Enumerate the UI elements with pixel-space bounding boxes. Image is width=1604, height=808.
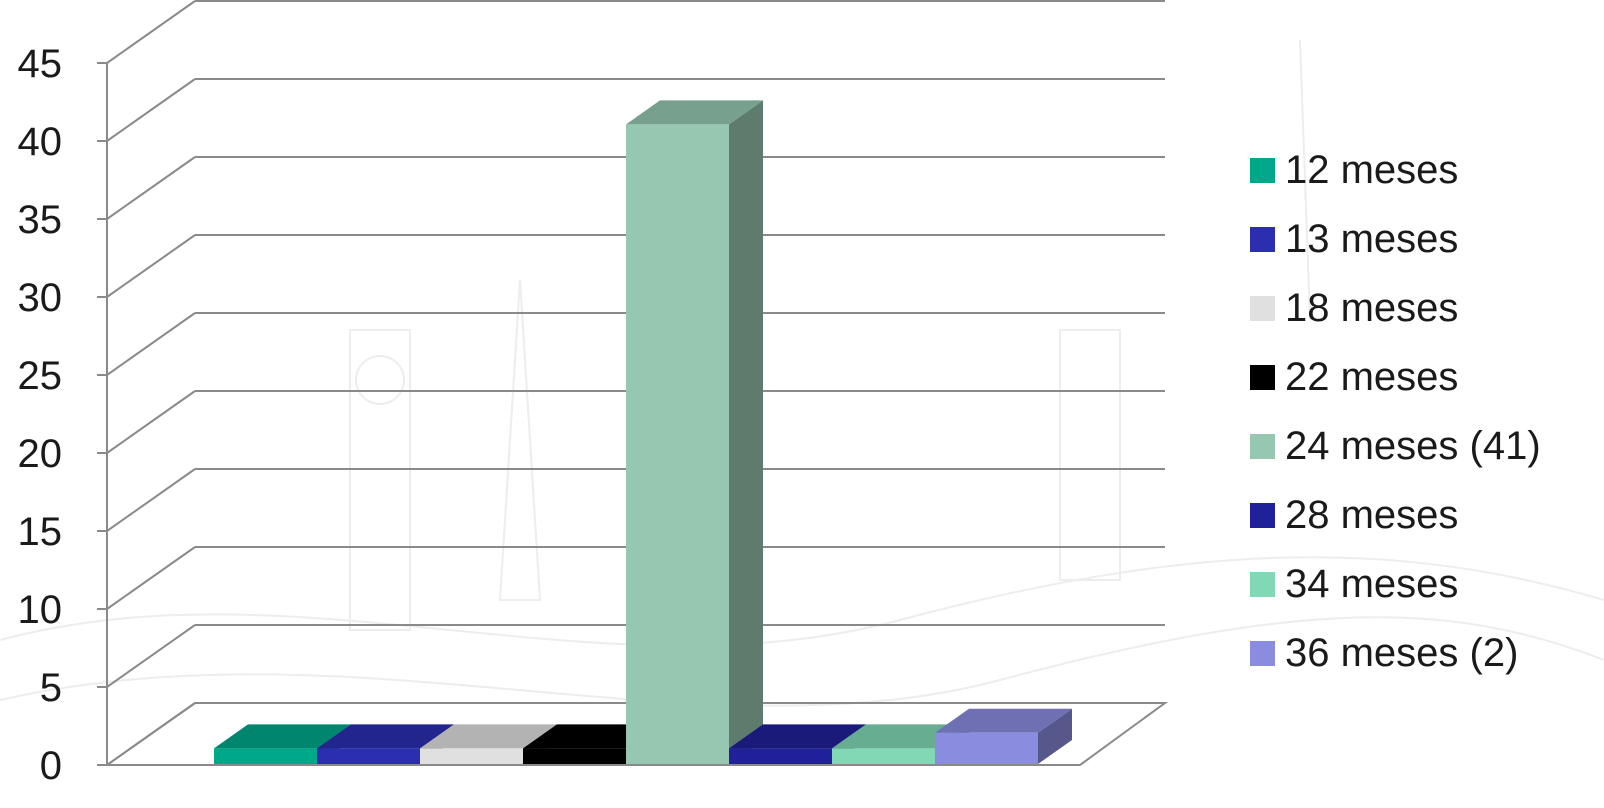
bg-clocktower: [349, 329, 411, 631]
bar: [935, 708, 1072, 764]
legend-swatch: [1250, 641, 1275, 666]
legend-label: 22 meses: [1285, 355, 1459, 399]
y-tick-label: 0: [40, 744, 62, 788]
legend-label: 28 meses: [1285, 493, 1459, 537]
legend-item: 24 meses (41): [1250, 412, 1541, 481]
floor-outline: [103, 702, 1169, 766]
legend-item: 13 meses: [1250, 205, 1541, 274]
bar-front: [317, 748, 420, 764]
legend-label: 12 meses: [1285, 148, 1459, 192]
legend-swatch: [1250, 572, 1275, 597]
legend-item: 12 meses: [1250, 136, 1541, 205]
y-axis-ticks: 0 5 10 15 20 25 30 35 40 45: [18, 42, 107, 788]
bar-front: [626, 124, 729, 764]
bar-top: [832, 724, 969, 749]
bar-front: [729, 748, 832, 764]
legend-label: 18 meses: [1285, 286, 1459, 330]
y-tick-label: 15: [18, 510, 63, 554]
gridline-diagonal: [106, 234, 196, 298]
legend-swatch: [1250, 365, 1275, 390]
y-tick-label: 30: [18, 276, 63, 320]
y-tick-label: 40: [18, 120, 63, 164]
gridline-diagonal: [106, 390, 196, 454]
y-tick-label: 10: [18, 588, 63, 632]
y-tick-label: 20: [18, 432, 63, 476]
bg-road: [0, 616, 1604, 707]
gridline-diagonal: [106, 546, 196, 610]
legend-label: 13 meses: [1285, 217, 1459, 261]
chart-floor: [103, 702, 1169, 766]
bg-landmark: [1059, 39, 1311, 581]
gridline-diagonal: [106, 156, 196, 220]
gridline-diagonal: [106, 312, 196, 376]
bg-tower: [498, 279, 542, 601]
bg-clock: [355, 355, 405, 405]
bar-front: [523, 748, 626, 764]
bar-top: [935, 708, 1072, 733]
bar-side: [1038, 708, 1072, 764]
legend: 12 meses 13 meses 18 meses 22 meses 24 meses…: [1250, 136, 1541, 688]
legend-label: 34 meses: [1285, 562, 1459, 606]
bar-top: [420, 724, 557, 749]
bar-front: [832, 748, 935, 764]
bar-top: [214, 724, 351, 749]
bar-side: [729, 100, 763, 764]
legend-item: 22 meses: [1250, 343, 1541, 412]
y-tick-label: 25: [18, 354, 63, 398]
y-tick-label: 35: [18, 198, 63, 242]
bar-top: [523, 724, 660, 749]
gridline-diagonal: [106, 78, 196, 142]
bar-front: [935, 732, 1038, 764]
y-tick-label: 5: [40, 666, 62, 710]
gridline-diagonal: [106, 468, 196, 532]
legend-item: 34 meses: [1250, 550, 1541, 619]
legend-swatch: [1250, 296, 1275, 321]
bar-front: [214, 748, 317, 764]
gridline-diagonal: [106, 0, 196, 64]
gridline-diagonal: [106, 624, 196, 688]
legend-item: 36 meses (2): [1250, 619, 1541, 688]
legend-label: 24 meses (41): [1285, 424, 1541, 468]
legend-swatch: [1250, 434, 1275, 459]
legend-swatch: [1250, 158, 1275, 183]
legend-item: 18 meses: [1250, 274, 1541, 343]
bars: [214, 100, 1072, 764]
y-tick-label: 45: [18, 42, 63, 86]
bar-top: [729, 724, 866, 749]
bar-top: [317, 724, 454, 749]
bar-top: [626, 100, 763, 125]
legend-label: 36 meses (2): [1285, 631, 1519, 675]
bar-front: [420, 748, 523, 764]
bg-road: [0, 556, 1604, 647]
legend-item: 28 meses: [1250, 481, 1541, 550]
background-illustration: [0, 39, 1604, 707]
legend-swatch: [1250, 503, 1275, 528]
bar: [626, 100, 763, 764]
legend-swatch: [1250, 227, 1275, 252]
